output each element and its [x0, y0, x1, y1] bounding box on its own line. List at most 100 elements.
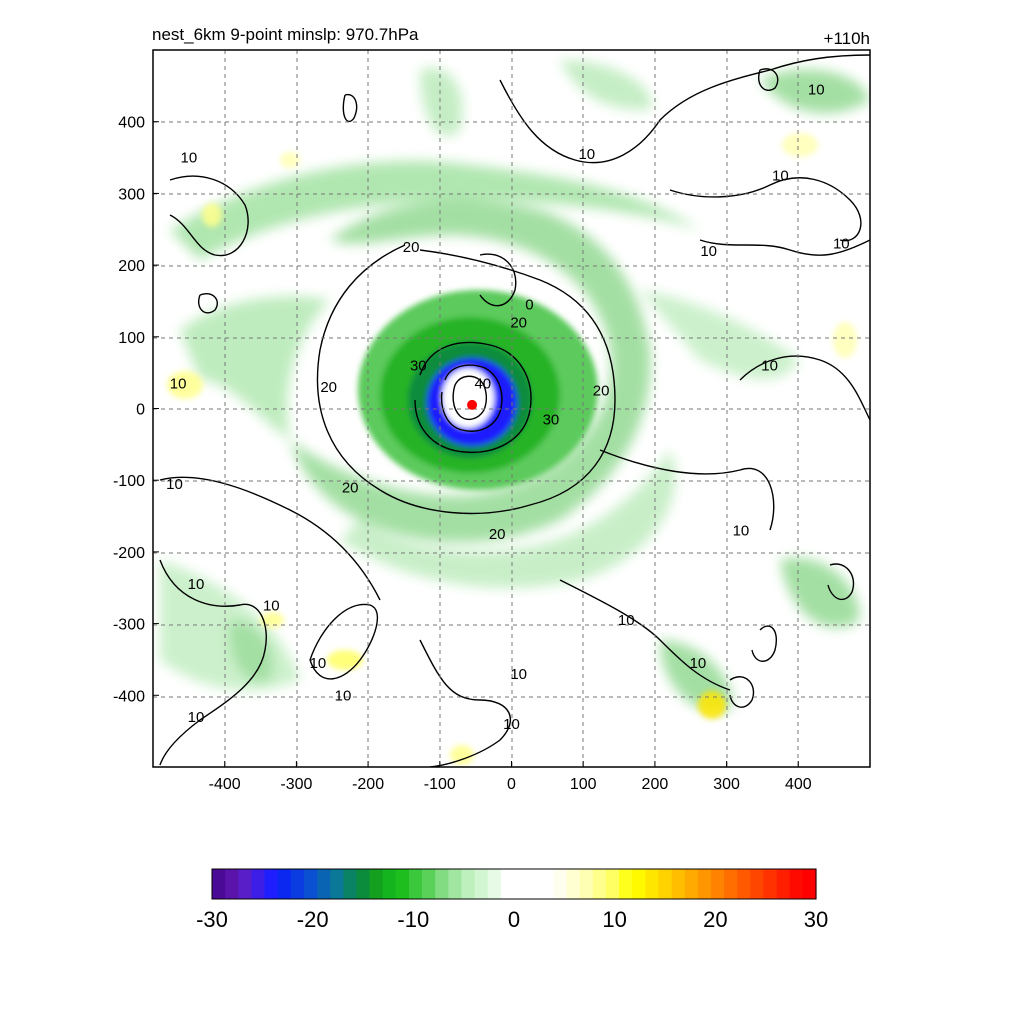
contour-label: 10 — [772, 167, 789, 184]
contour-label: 20 — [593, 383, 610, 400]
colorbar-cell — [540, 869, 554, 899]
colorbar-tick-label: -20 — [297, 907, 329, 932]
y-tick-label: -100 — [113, 473, 145, 490]
y-tick-label: -400 — [113, 688, 145, 705]
y-tick-label: 400 — [118, 115, 145, 132]
y-tick-label: 100 — [118, 330, 145, 347]
colorbar-cell — [553, 869, 568, 899]
colorbar-cell — [566, 869, 581, 899]
time-label: +110h — [824, 29, 870, 48]
colorbar-cell — [737, 869, 751, 899]
colorbar-cell — [697, 869, 712, 899]
storm-center-marker — [467, 399, 478, 410]
contour-label: 10 — [335, 687, 352, 704]
contour-label: 20 — [489, 526, 506, 543]
colorbar-cell — [448, 869, 463, 899]
contour-label: 30 — [543, 411, 560, 428]
contour-label: 10 — [188, 709, 205, 726]
contour-label: 10 — [510, 666, 527, 683]
colorbar-cell — [238, 869, 252, 899]
y-tick-label: 200 — [118, 258, 145, 275]
colorbar-cell — [356, 869, 371, 899]
contour-label: 10 — [503, 716, 520, 733]
colorbar-cell — [330, 869, 344, 899]
colorbar-cell — [671, 869, 686, 899]
contour-label: 20 — [403, 239, 420, 256]
colorbar-tick-label: -30 — [196, 907, 228, 932]
colorbar-frame — [211, 868, 817, 900]
colorbar-cell — [763, 869, 778, 899]
contour-label: 0 — [525, 297, 533, 314]
colorbar-cell — [474, 869, 489, 899]
colorbar-cell — [527, 869, 541, 899]
contour-label: 10 — [310, 655, 327, 672]
colorbar-cell — [369, 869, 384, 899]
y-axis-ticks: 400 300 200 100 0 -100 -200 -300 -400 — [113, 115, 159, 705]
colorbar-cell — [251, 869, 266, 899]
colorbar-cell — [724, 869, 738, 899]
colorbar-cell — [632, 869, 646, 899]
contour-label: 20 — [320, 379, 337, 396]
y-tick-label: -300 — [113, 617, 145, 634]
colorbar-cell — [422, 869, 436, 899]
y-tick-label: 0 — [136, 402, 145, 419]
contour-label: 10 — [263, 598, 280, 615]
contour-label: 30 — [410, 357, 427, 374]
x-tick-label: 200 — [642, 776, 669, 793]
colorbar-tick-label: 30 — [804, 907, 828, 932]
colorbar-ticks: -30 -20 -10 0 10 20 30 — [196, 907, 828, 932]
contour-label: 10 — [170, 375, 187, 392]
colorbar-tick-label: 10 — [602, 907, 626, 932]
colorbar-cell — [514, 869, 528, 899]
colorbar-cell — [303, 869, 318, 899]
colorbar-cell — [579, 869, 594, 899]
colorbar-cell — [619, 869, 633, 899]
contour-label: 10 — [690, 655, 707, 672]
colorbar-tick-label: 20 — [703, 907, 727, 932]
colorbar-cell — [658, 869, 673, 899]
contour-label: 10 — [733, 522, 750, 539]
colorbar-cell — [264, 869, 279, 899]
colorbar-cell — [605, 869, 620, 899]
colorbar-cell — [710, 869, 725, 899]
colorbar-cell — [225, 869, 239, 899]
x-tick-label: 300 — [713, 776, 740, 793]
colorbar-cell — [317, 869, 331, 899]
y-tick-label: 300 — [118, 186, 145, 203]
colorbar-tick-label: -10 — [397, 907, 429, 932]
colorbar-cell — [212, 869, 226, 899]
colorbar-cell — [645, 869, 660, 899]
colorbar-cell — [789, 869, 804, 899]
colorbar-cell — [408, 869, 423, 899]
contour-label: 20 — [510, 314, 527, 331]
contour-lines — [159, 54, 870, 767]
colorbar-cell — [802, 869, 817, 899]
colorbar-cell — [487, 869, 502, 899]
contour-label: 20 — [342, 479, 359, 496]
x-tick-label: 400 — [785, 776, 812, 793]
contour-label: 10 — [578, 146, 595, 163]
x-tick-label: 100 — [570, 776, 597, 793]
chart-title: nest_6km 9-point minslp: 970.7hPa — [152, 25, 419, 44]
colorbar-cell — [776, 869, 791, 899]
colorbar-cell — [684, 869, 699, 899]
colorbar-cell — [277, 869, 292, 899]
x-tick-label: -400 — [209, 776, 241, 793]
colorbar-cell — [435, 869, 449, 899]
positive-patches — [167, 133, 857, 765]
x-tick-label: -200 — [352, 776, 384, 793]
colorbar-cells — [212, 869, 817, 899]
x-tick-label: -300 — [280, 776, 312, 793]
colorbar-cell — [343, 869, 358, 899]
colorbar-cell — [750, 869, 765, 899]
colorbar-cell — [290, 869, 305, 899]
colorbar-tick-label: 0 — [508, 907, 520, 932]
colorbar-cell — [592, 869, 607, 899]
contour-label: 10 — [181, 150, 198, 167]
x-axis-ticks: -400 -300 -200 -100 0 100 200 300 400 — [209, 761, 812, 793]
contour-label: 10 — [188, 576, 205, 593]
colorbar-cell — [461, 869, 476, 899]
